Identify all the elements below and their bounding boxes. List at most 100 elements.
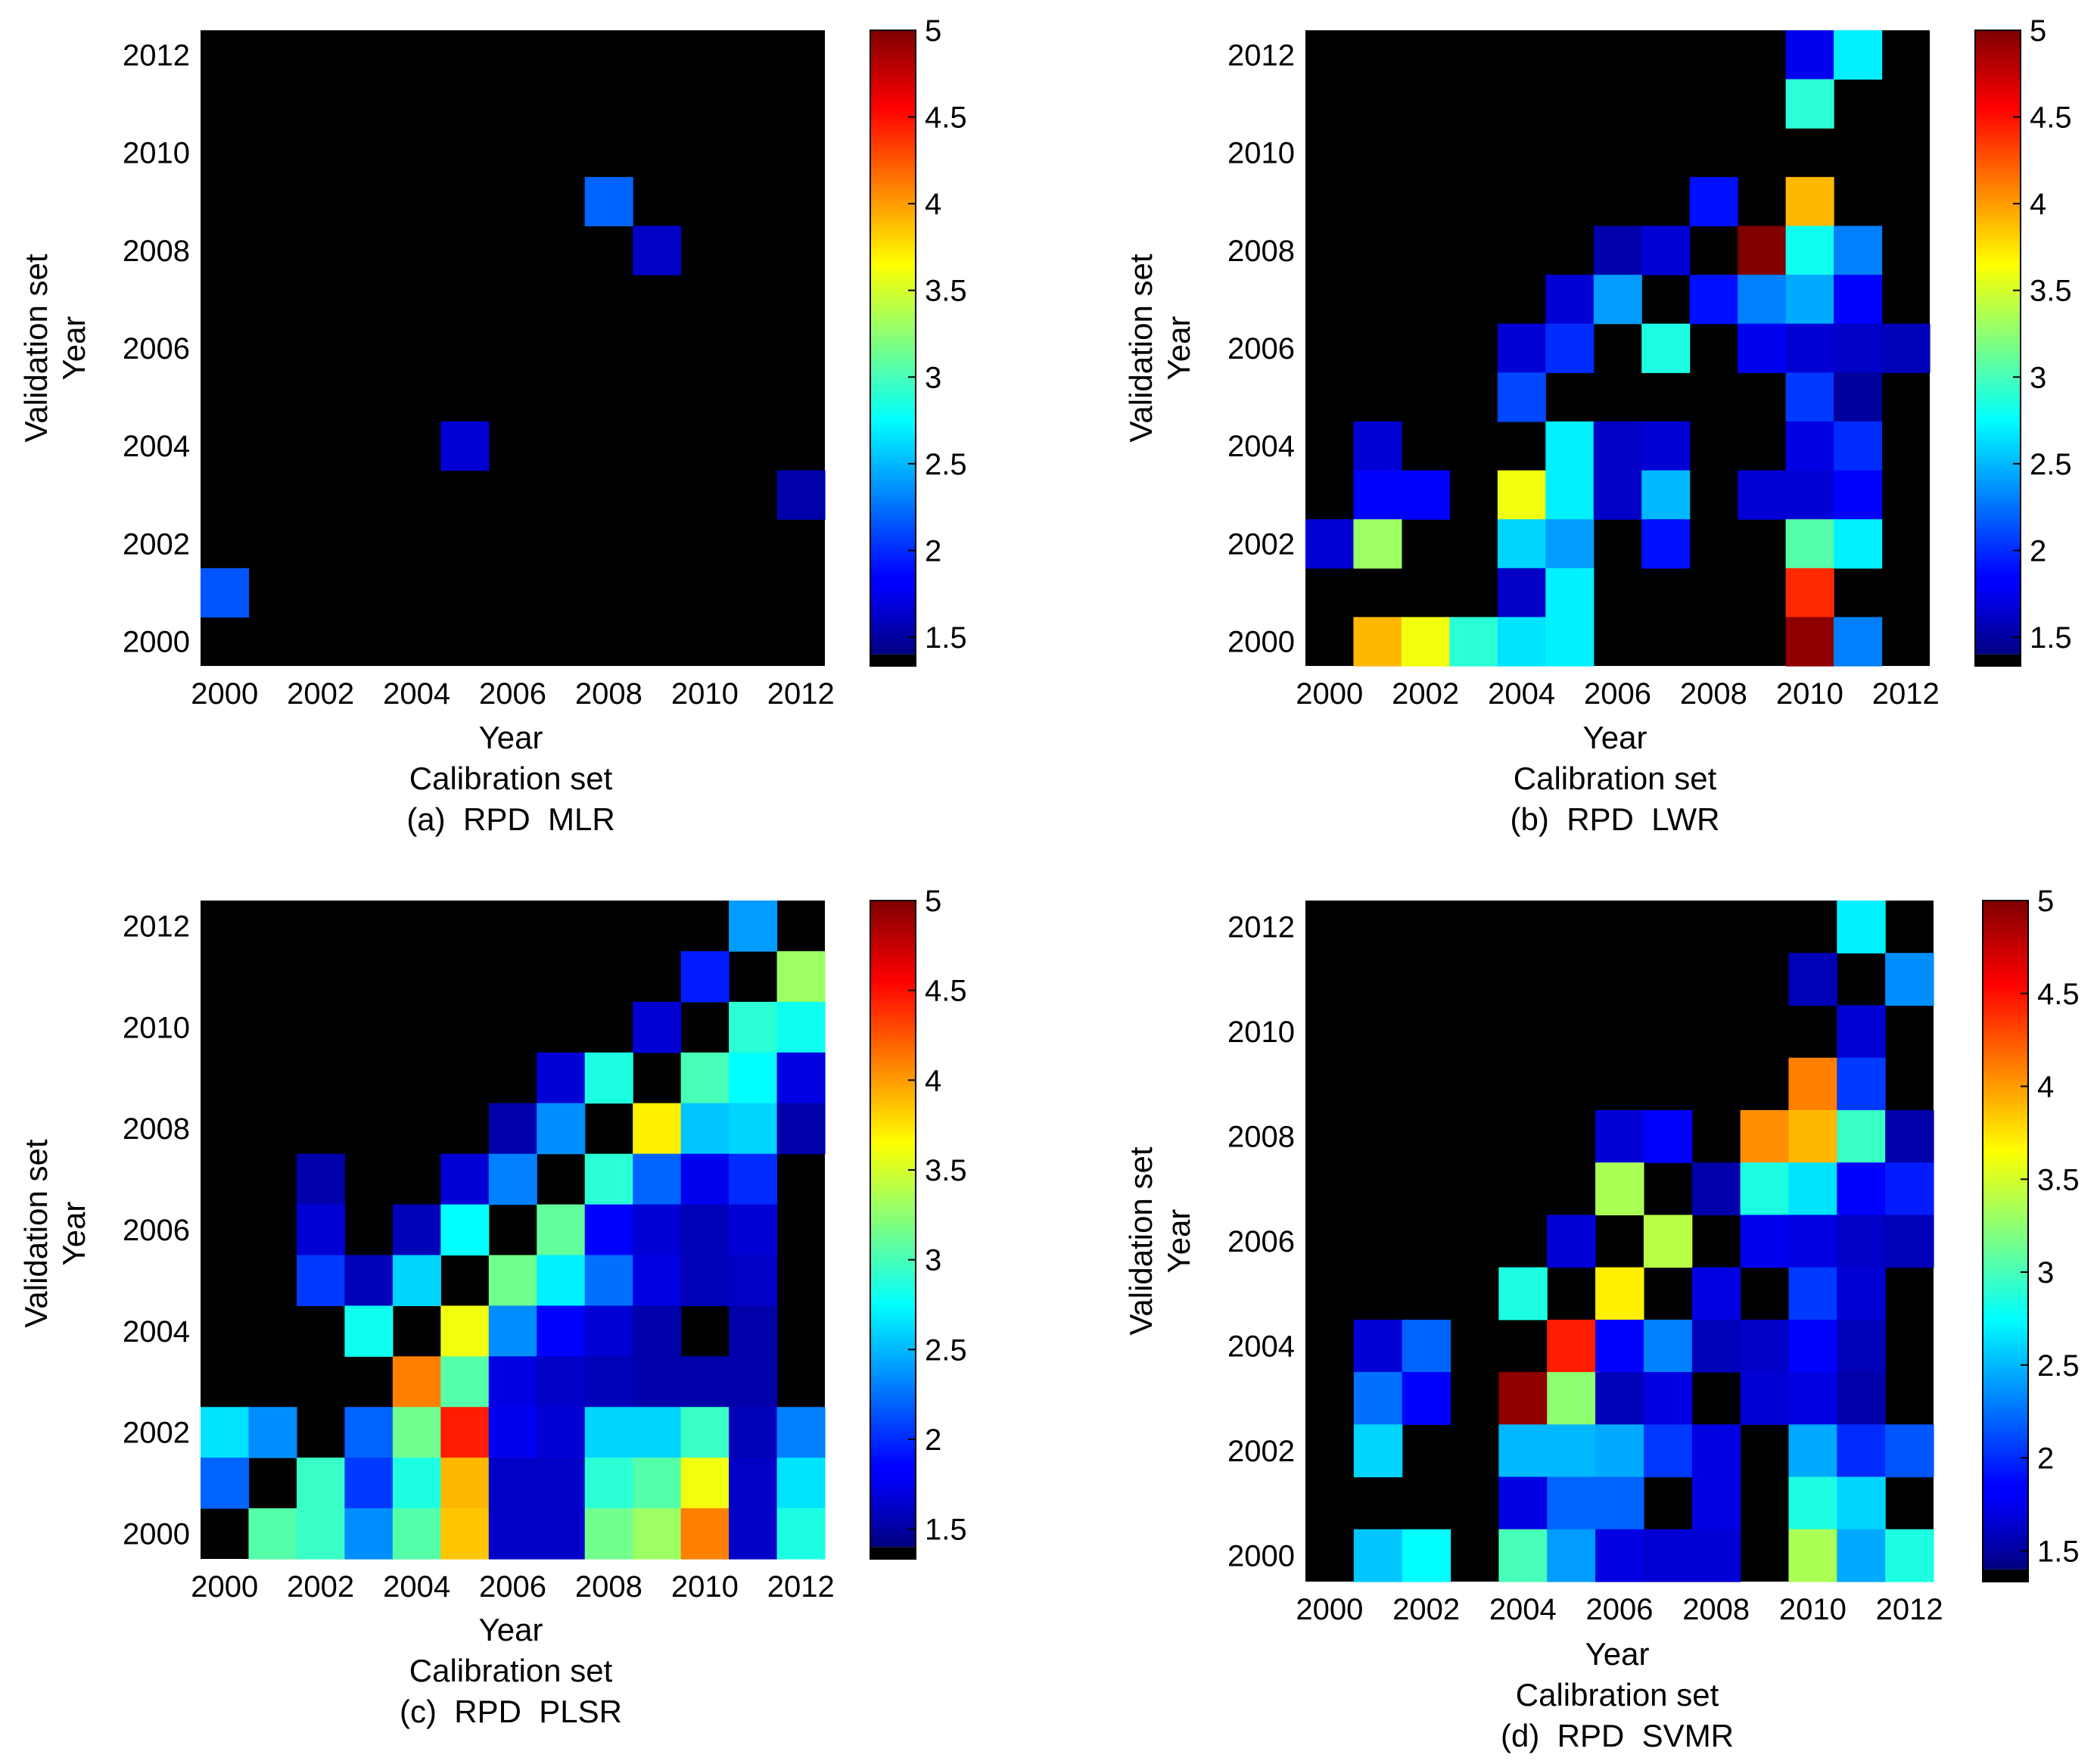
colorbar-underflow-band (1975, 654, 2021, 666)
x-axis-label-year-a: Year (479, 720, 543, 755)
heatmap-cell (1785, 323, 1834, 373)
colorbar-tick-label: 2 (925, 1423, 941, 1457)
heatmap-cell (296, 1255, 345, 1306)
heatmap-c-cells (201, 901, 826, 1560)
heatmap-cell (1788, 953, 1837, 1006)
colorbar-frame (870, 30, 916, 667)
heatmap-cell (1885, 1109, 1934, 1163)
colorbar-tick-label: 3 (2030, 361, 2046, 394)
heatmap-cell (1545, 323, 1595, 373)
heatmap-cell (1545, 470, 1595, 520)
x-tick-label: 2008 (1682, 1593, 1750, 1626)
heatmap-cell (537, 1103, 586, 1155)
heatmap-cell (1545, 519, 1595, 569)
y-tick-labels-c: 2000 2002 2004 2006 2008 2010 2012 (123, 910, 190, 1551)
colorbar-tick-label: 4.5 (925, 975, 967, 1008)
heatmap-cell (1834, 372, 1883, 422)
colorbar-tick-label: 2.5 (2030, 448, 2072, 481)
colorbar-d: 1.5 2 2.5 3 3.5 4 4.5 5 (1982, 885, 2080, 1582)
heatmap-cell (1885, 1424, 1934, 1478)
heatmap-cell (344, 1458, 394, 1509)
heatmap-cell (1738, 323, 1787, 373)
y-tick-label: 2004 (1227, 430, 1295, 463)
heatmap-cell (1837, 1215, 1886, 1268)
heatmap-cell (392, 1204, 441, 1256)
panel-a: 2000 2002 2004 2006 2008 2010 2012 20002002200… (18, 14, 967, 837)
heatmap-cell (1837, 901, 1886, 954)
panel-d: 2000 2002 2004 2006 2008 2010 2012 20002002200… (1123, 885, 2080, 1753)
heatmap-cell (488, 1103, 537, 1155)
heatmap-cell (1547, 1476, 1596, 1530)
x-tick-label: 2010 (1776, 677, 1843, 711)
y-tick-label: 2008 (123, 235, 190, 268)
y-tick-label: 2010 (1227, 137, 1295, 170)
heatmap-cell (1402, 1529, 1451, 1582)
heatmap-cell (537, 1458, 586, 1509)
heatmap-cell (201, 1407, 250, 1458)
caption-b: (b) RPD LWR (1511, 801, 1720, 837)
heatmap-cell (1881, 323, 1931, 373)
heatmap-cell (1497, 470, 1546, 520)
heatmap-cell (1595, 1529, 1644, 1582)
y-tick-label: 2012 (1227, 39, 1295, 72)
caption-a: (a) RPD MLR (406, 801, 614, 837)
heatmap-cell (776, 1407, 826, 1458)
heatmap-cell (680, 1052, 730, 1104)
y-tick-label: 2004 (123, 1315, 190, 1349)
colorbar-tick-label: 2.5 (925, 1333, 967, 1367)
x-axis-label-calibration-a: Calibration set (409, 761, 613, 796)
heatmap-cell (633, 1458, 682, 1509)
heatmap-cell (1498, 1372, 1548, 1425)
heatmap-cell (729, 1407, 778, 1458)
heatmap-cell (680, 1458, 730, 1509)
heatmap-cell (537, 1204, 586, 1256)
colorbar-tick-label: 4 (2030, 188, 2046, 221)
heatmap-cell (729, 1103, 778, 1155)
colorbar-gradient (1983, 901, 2028, 1570)
heatmap-cell (1353, 1372, 1403, 1425)
colorbar-tick-label: 1.5 (2037, 1535, 2080, 1568)
colorbar-tick-label: 5 (925, 14, 941, 48)
heatmap-cell (1788, 1319, 1837, 1373)
heatmap-cell (1837, 1005, 1886, 1059)
heatmap-cell (1595, 1372, 1644, 1425)
y-tick-label: 2006 (123, 1214, 190, 1247)
y-axis-label-validation-a: Validation set (18, 254, 54, 442)
heatmap-cell (1353, 470, 1402, 520)
colorbar-tick-label: 4.5 (2030, 101, 2072, 135)
heatmap-cell (1691, 1319, 1741, 1373)
heatmap-cell (1837, 1057, 1886, 1111)
heatmap-cell (776, 1052, 826, 1104)
heatmap-cell (1834, 226, 1883, 275)
colorbar-tick-label: 2 (925, 534, 941, 568)
colorbar-a: 1.5 2 2.5 3 3.5 4 4.5 5 (870, 14, 967, 667)
heatmap-cell (440, 421, 490, 471)
heatmap-cell (344, 1407, 394, 1458)
heatmap-cell (248, 1508, 297, 1560)
colorbar-tick-label: 1.5 (925, 1514, 967, 1547)
y-axis-label-year-d: Year (1161, 1209, 1196, 1274)
y-tick-label: 2002 (1227, 527, 1295, 561)
heatmap-d-cells (1305, 901, 1934, 1582)
colorbar-tick-label: 3.5 (925, 275, 967, 308)
x-tick-label: 2010 (671, 1570, 739, 1604)
y-axis-label-validation-c: Validation set (18, 1139, 54, 1327)
heatmap-cell (776, 1458, 826, 1509)
y-axis-label-year-b: Year (1161, 316, 1196, 381)
heatmap-cell (1788, 1057, 1837, 1111)
x-tick-label: 2002 (287, 677, 354, 711)
heatmap-cell (1641, 519, 1691, 569)
heatmap-cell (633, 1001, 682, 1053)
heatmap-cell (680, 1204, 730, 1256)
x-axis-label-year-d: Year (1585, 1636, 1650, 1672)
heatmap-cell (1593, 226, 1642, 275)
x-tick-label: 2000 (1296, 677, 1363, 711)
heatmap-cell (1498, 1267, 1548, 1321)
x-tick-label: 2012 (767, 677, 835, 711)
x-tick-label: 2002 (1392, 677, 1459, 711)
heatmap-cell (440, 1458, 490, 1509)
colorbar-tick-label: 2 (2030, 534, 2046, 568)
heatmap-cell (729, 1001, 778, 1053)
heatmap-cell (1353, 1319, 1403, 1373)
y-tick-label: 2000 (1227, 626, 1295, 659)
